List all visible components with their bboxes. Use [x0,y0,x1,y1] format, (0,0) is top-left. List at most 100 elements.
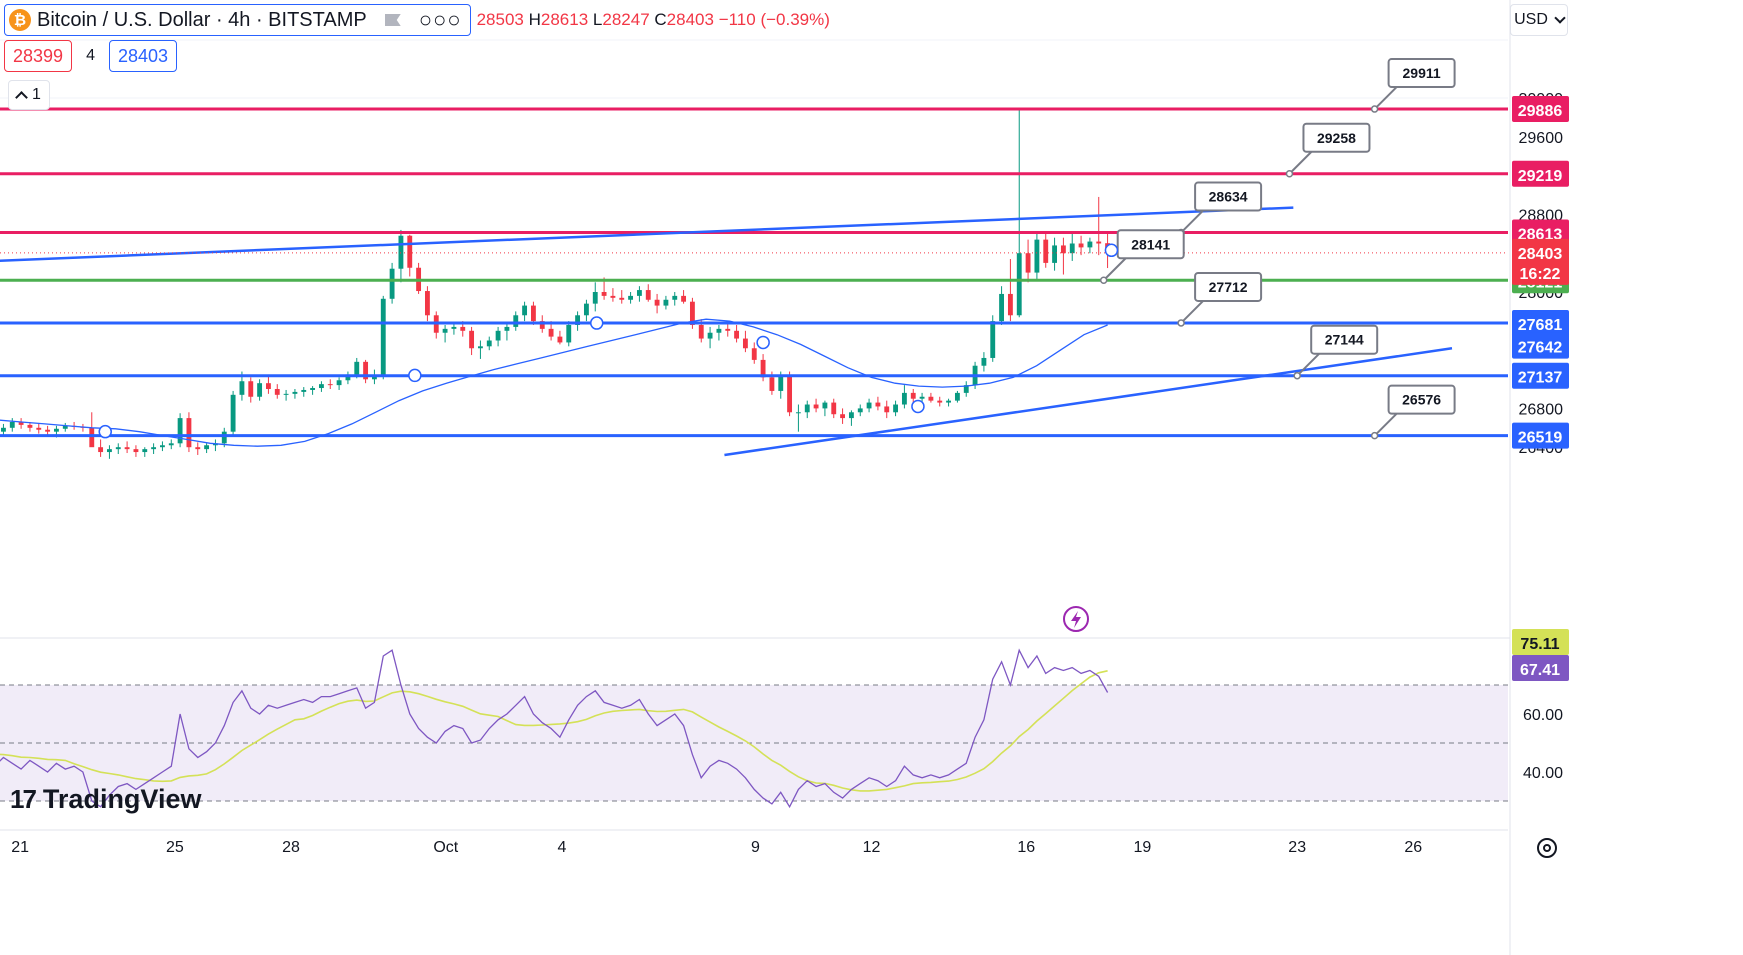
candle-body [151,447,157,450]
candle-body [725,328,731,331]
x-tick-label: 9 [751,839,760,856]
candle-body [89,427,95,448]
level-price-tag [1512,160,1569,187]
candle-body [451,326,457,329]
callout-box [1387,384,1456,415]
candle-body [628,295,634,300]
candle-body [1087,241,1093,248]
flag-icon[interactable] [384,14,401,26]
candle-body [9,421,15,428]
candle-body [230,394,236,432]
close-label: C [654,10,667,29]
rsi-pane [0,648,1109,809]
symbol-title[interactable]: Bitcoin / U.S. Dollar · 4h · BITSTAMP [37,8,367,31]
chart-header: ₿ Bitcoin / U.S. Dollar · 4h · BITSTAMP … [4,4,830,36]
candle-body [901,392,907,405]
candle-body [893,404,899,413]
sma-price-tag [1512,332,1569,359]
bid-ask: 28399 4 28403 [4,40,178,72]
callout-leader [1373,412,1398,437]
x-tick-label: 16 [1017,839,1035,856]
event-marker-icon [589,316,604,330]
callout-anchor [1370,431,1379,440]
candle-body [407,235,413,268]
trendline [0,206,1294,262]
candle-body [1052,245,1058,263]
indicators-toggle[interactable]: 1 [8,80,50,110]
candle-body [1096,241,1102,244]
rsi-line [0,648,1109,809]
event-marker-icon [911,399,925,414]
sma-line [0,318,1108,447]
settings-icon[interactable] [1537,838,1557,858]
candle-body [292,391,298,394]
candle-body [363,361,369,380]
candle-body [928,396,934,401]
candle-body [124,447,130,450]
candle-body [566,324,572,343]
candle-body [787,375,793,413]
callout-leader [1288,151,1313,175]
candle-body [698,324,704,339]
low-label: L [592,10,603,29]
main-pane: 29911 29258 28634 28141 27712 27144 26576 [0,58,1508,632]
candle-body [884,406,890,413]
callout-label: 27712 [1209,279,1248,295]
callout-leader [1180,209,1204,234]
candle-body [769,377,775,391]
candle-body [283,393,289,395]
tradingview-logo[interactable]: 17 TradingView [10,784,201,815]
more-options-icon[interactable]: ○○○ [418,7,462,32]
candle-body [619,297,625,300]
x-tick-label: 23 [1288,839,1306,856]
callout-leader [1296,353,1320,377]
candle-body [62,425,68,429]
candle-body [142,449,148,453]
candle-body [645,290,651,300]
sma-price-label: 27642 [1518,340,1563,357]
candle-body [592,292,598,304]
candle-body [1043,239,1049,263]
candle-body [1007,293,1013,316]
callout-label: 28634 [1209,189,1248,205]
currency-button[interactable]: USD [1510,4,1568,36]
candle-body [266,383,271,389]
candle-body [442,328,448,333]
candle-body [654,299,660,306]
candle-body [636,290,642,296]
candle-body [963,385,969,393]
symbol-box[interactable]: ₿ Bitcoin / U.S. Dollar · 4h · BITSTAMP … [4,4,471,36]
lightning-bolt [1071,611,1081,628]
candle-body [177,418,183,444]
callout-box [1116,229,1185,260]
candle-body [239,381,245,395]
candle-body [486,340,492,347]
open-value: 28503 [476,10,524,29]
callout-anchor [1285,170,1294,178]
candle-body [583,303,589,316]
candle-body [1025,253,1031,273]
event-marker-icon [1104,243,1119,258]
x-tick-label: 19 [1134,839,1152,856]
candle-body [681,295,687,302]
candle-body [133,449,139,453]
close-value: 28403 [666,10,714,29]
candle-body [1,427,6,432]
buy-button[interactable]: 28403 [108,40,178,72]
candle-body [168,443,174,446]
candle-body [804,404,810,413]
level-price-label: 29219 [1518,168,1563,185]
candle-body [257,383,263,397]
candle-body [778,375,784,391]
rsi-y-tick-label: 60.00 [1523,707,1563,724]
candle-body [795,412,801,414]
candle-body [274,389,280,395]
candle-body [221,431,227,444]
sell-button[interactable]: 28399 [4,40,73,72]
candle-body [424,291,430,316]
rsi-band [0,685,1508,801]
level-price-tag [1512,96,1569,123]
callout-label: 26576 [1402,392,1441,408]
callout-label: 29911 [1403,65,1441,81]
